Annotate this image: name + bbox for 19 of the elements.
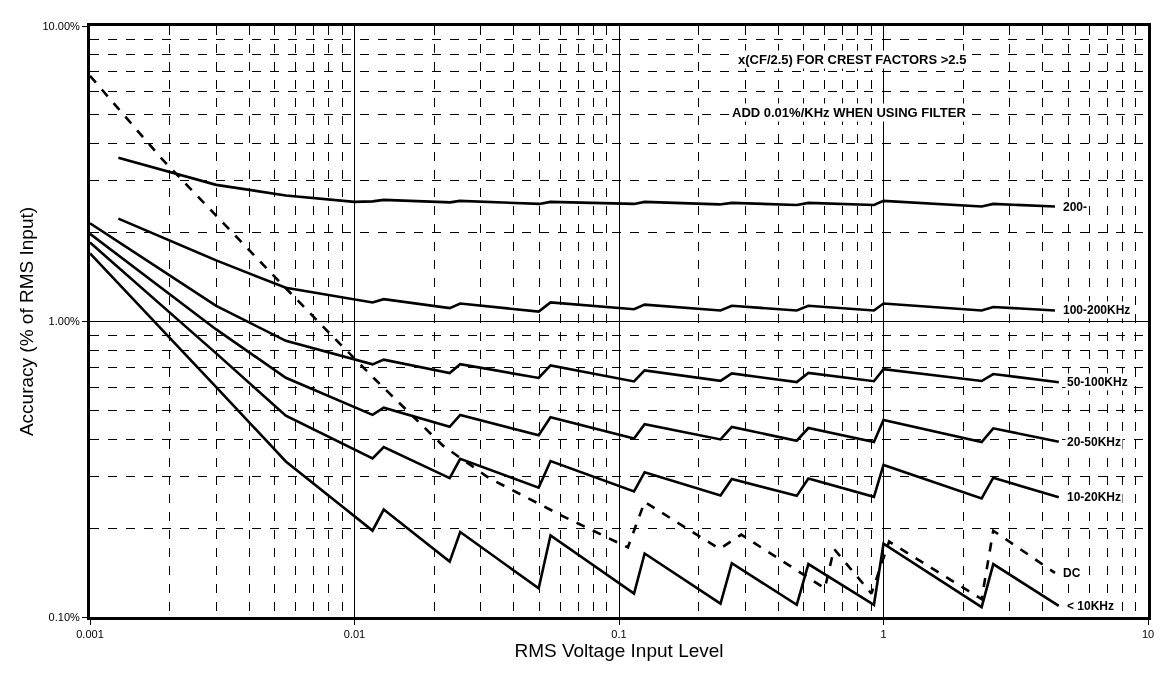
series-label: 20-50KHz <box>1067 435 1122 449</box>
x-tick-label: 1 <box>880 628 887 641</box>
x-tick-label: 0.001 <box>76 628 104 641</box>
x-tick-label: 10 <box>1141 628 1155 641</box>
series-label: 100-200KHz <box>1063 303 1131 317</box>
series-label: < 10KHz <box>1067 599 1115 613</box>
y-tick-label: 1.00% <box>48 315 81 328</box>
series-label: 50-100KHz <box>1067 375 1128 389</box>
y-axis-title: Accuracy (% of RMS Input) <box>16 206 38 437</box>
x-axis-title: RMS Voltage Input Level <box>514 640 724 662</box>
y-tick-label: 0.10% <box>48 610 81 623</box>
series-label: 10-20KHz <box>1067 490 1122 504</box>
x-tick-label: 0.1 <box>611 628 627 641</box>
y-tick-label: 10.00% <box>42 19 81 32</box>
series-label: 200- <box>1063 200 1088 214</box>
x-tick-label: 0.01 <box>343 628 366 641</box>
annotation: x(CF/2.5) FOR CREST FACTORS >2.5 <box>738 52 967 67</box>
annotation: ADD 0.01%/KHz WHEN USING FILTER <box>732 105 967 120</box>
series-label: DC <box>1063 566 1081 580</box>
